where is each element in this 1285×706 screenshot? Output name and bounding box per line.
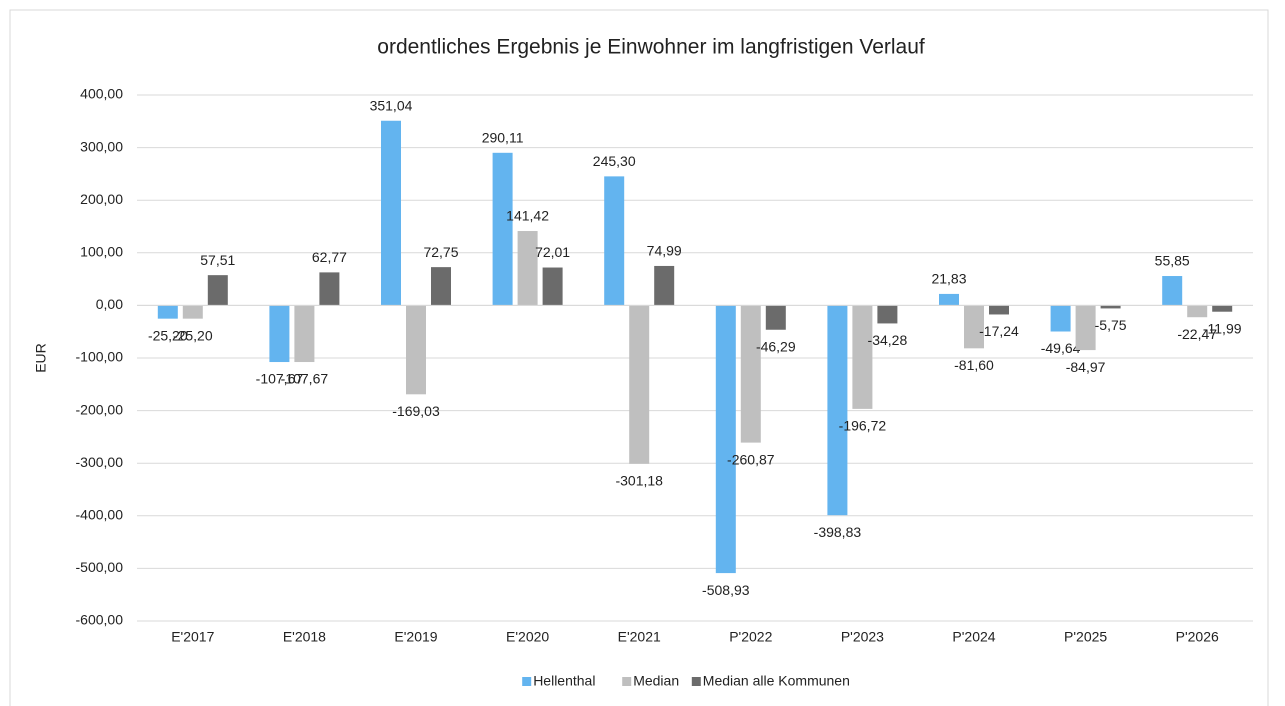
bar	[715, 305, 736, 574]
y-tick-label: 300,00	[80, 138, 123, 154]
bar	[964, 305, 984, 349]
bar	[604, 176, 625, 306]
data-label: -46,29	[756, 338, 796, 354]
y-tick-label: -400,00	[76, 507, 124, 523]
x-tick-label: E'2019	[394, 629, 437, 645]
data-label: -398,83	[814, 524, 862, 540]
y-tick-label: -300,00	[76, 454, 124, 470]
bar	[1212, 305, 1233, 312]
y-tick-label: 0,00	[96, 296, 123, 312]
data-label: -301,18	[615, 473, 663, 489]
bar	[1187, 305, 1208, 318]
data-label: -169,03	[392, 403, 440, 419]
x-tick-label: P'2022	[729, 629, 772, 645]
y-tick-label: -500,00	[76, 559, 124, 575]
legend-swatch	[691, 677, 701, 686]
data-label: -25,20	[148, 327, 188, 343]
legend-swatch	[522, 677, 532, 686]
data-label: -11,99	[1203, 320, 1242, 336]
data-label: 57,51	[200, 252, 235, 268]
data-label: 74,99	[647, 243, 682, 259]
y-tick-label: 400,00	[80, 86, 123, 102]
bar	[157, 305, 178, 319]
bar	[1050, 305, 1071, 332]
x-tick-label: E'2021	[618, 629, 661, 645]
data-label: -107,67	[256, 371, 304, 387]
bar	[827, 305, 848, 516]
y-tick-label: 100,00	[80, 244, 123, 260]
data-label: 72,75	[423, 244, 458, 260]
data-label: 245,30	[593, 153, 636, 169]
legend-label: Hellenthal	[533, 673, 595, 689]
bar	[654, 265, 675, 306]
data-label: 72,01	[535, 244, 570, 260]
bar	[740, 305, 761, 443]
data-label: 21,83	[931, 271, 966, 287]
y-tick-label: 200,00	[80, 191, 123, 207]
bar	[182, 305, 203, 319]
data-label: 351,04	[370, 97, 413, 113]
data-label: 62,77	[312, 249, 347, 265]
bar	[492, 152, 513, 306]
bar	[542, 267, 563, 306]
x-tick-label: P'2026	[1176, 629, 1219, 645]
x-tick-label: P'2023	[841, 629, 884, 645]
legend-swatch	[622, 677, 632, 686]
y-tick-label: -100,00	[76, 349, 124, 365]
x-tick-label: E'2020	[506, 629, 549, 645]
data-label: -17,24	[979, 323, 1019, 339]
bar	[629, 305, 650, 464]
data-label: -5,75	[1095, 317, 1127, 333]
bar	[1100, 305, 1121, 309]
bar	[517, 231, 538, 306]
data-label: -107,67	[281, 371, 329, 387]
data-label: -81,60	[954, 357, 994, 373]
x-tick-label: E'2017	[171, 629, 214, 645]
legend-label: Median	[633, 673, 679, 689]
x-tick-label: E'2018	[283, 629, 326, 645]
bar	[207, 275, 228, 306]
data-label: -84,97	[1066, 359, 1106, 375]
data-label: -22,47	[1177, 326, 1217, 342]
bar	[989, 305, 1009, 315]
data-label: 55,85	[1155, 253, 1190, 269]
bar	[852, 305, 873, 409]
bar	[381, 120, 401, 306]
x-tick-label: P'2025	[1064, 629, 1107, 645]
data-label: 141,42	[506, 208, 549, 224]
data-label: -25,20	[173, 327, 213, 343]
data-label: 290,11	[482, 130, 524, 146]
bar	[765, 305, 786, 330]
data-label: -34,28	[868, 332, 908, 348]
data-label: -49,64	[1041, 340, 1081, 356]
bar	[294, 305, 315, 363]
data-label: -508,93	[702, 582, 750, 598]
bar	[319, 272, 340, 306]
x-tick-label: P'2024	[952, 629, 995, 645]
bar	[877, 305, 898, 324]
data-label: -260,87	[727, 451, 775, 467]
bar	[269, 305, 290, 363]
chart-title: ordentliches Ergebnis je Einwohner im la…	[377, 36, 925, 59]
data-label: -196,72	[839, 418, 887, 434]
bar	[431, 267, 451, 306]
bar	[939, 293, 959, 306]
bar	[1075, 305, 1096, 351]
y-axis-label: EUR	[33, 343, 49, 373]
bar	[1162, 276, 1183, 306]
legend-label: Median alle Kommunen	[703, 673, 850, 689]
y-tick-label: -600,00	[76, 612, 124, 628]
bar	[406, 305, 426, 395]
y-tick-label: -200,00	[76, 401, 124, 417]
